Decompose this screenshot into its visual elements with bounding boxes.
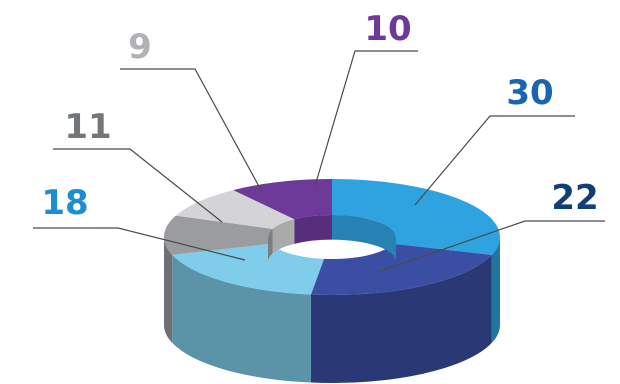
leader-line <box>314 50 418 187</box>
leader-line <box>53 148 223 223</box>
hole-wall <box>294 215 332 244</box>
slice-side <box>172 254 311 383</box>
hole-wall <box>332 215 396 262</box>
slice-top <box>163 215 273 255</box>
data-label: 11 <box>64 107 111 147</box>
slice-top <box>172 243 324 295</box>
data-label: 10 <box>364 9 411 49</box>
donut-slices <box>163 179 501 295</box>
donut-sides <box>164 237 500 383</box>
slice-top <box>175 190 295 229</box>
slice-side <box>491 237 500 343</box>
donut-hole <box>268 215 396 262</box>
leader-line <box>120 68 263 193</box>
data-label: 18 <box>41 183 88 223</box>
leader-line <box>377 220 605 273</box>
hole-wall <box>268 228 273 262</box>
leader-lines <box>33 50 605 273</box>
slice-top <box>233 179 332 220</box>
data-label: 30 <box>506 73 553 113</box>
data-labels: 30 22 18 11 9 10 <box>41 9 598 223</box>
data-label: 22 <box>551 178 598 218</box>
leader-line <box>414 115 575 206</box>
slice-top <box>332 179 501 255</box>
slice-side <box>164 237 173 343</box>
slice-top <box>310 243 492 295</box>
slice-side <box>310 254 492 383</box>
leader-line <box>33 227 246 261</box>
hole-wall <box>272 219 295 254</box>
data-label: 9 <box>128 27 152 67</box>
